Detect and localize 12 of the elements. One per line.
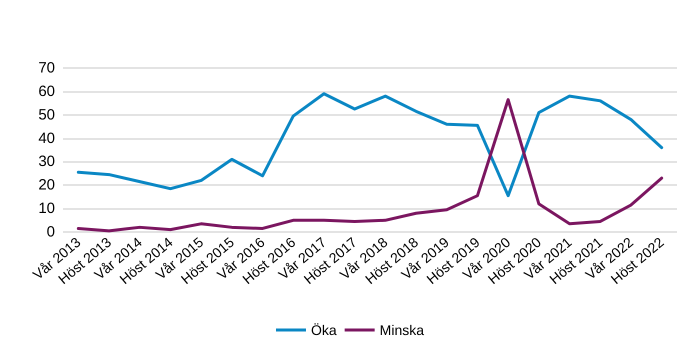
y-tick-label: 60	[38, 82, 55, 100]
y-tick-label: 70	[38, 60, 55, 76]
legend-label: Minska	[380, 322, 424, 338]
y-tick-label: 10	[38, 200, 55, 218]
legend-label: Öka	[310, 322, 337, 338]
line-series	[76, 92, 664, 198]
y-tick-label: 40	[38, 130, 55, 147]
y-tick-label: 0	[46, 224, 55, 240]
line-series	[76, 98, 664, 232]
y-tick-label: 20	[38, 176, 55, 194]
y-tick-label: 30	[38, 153, 55, 170]
y-tick-label: 50	[38, 106, 55, 124]
